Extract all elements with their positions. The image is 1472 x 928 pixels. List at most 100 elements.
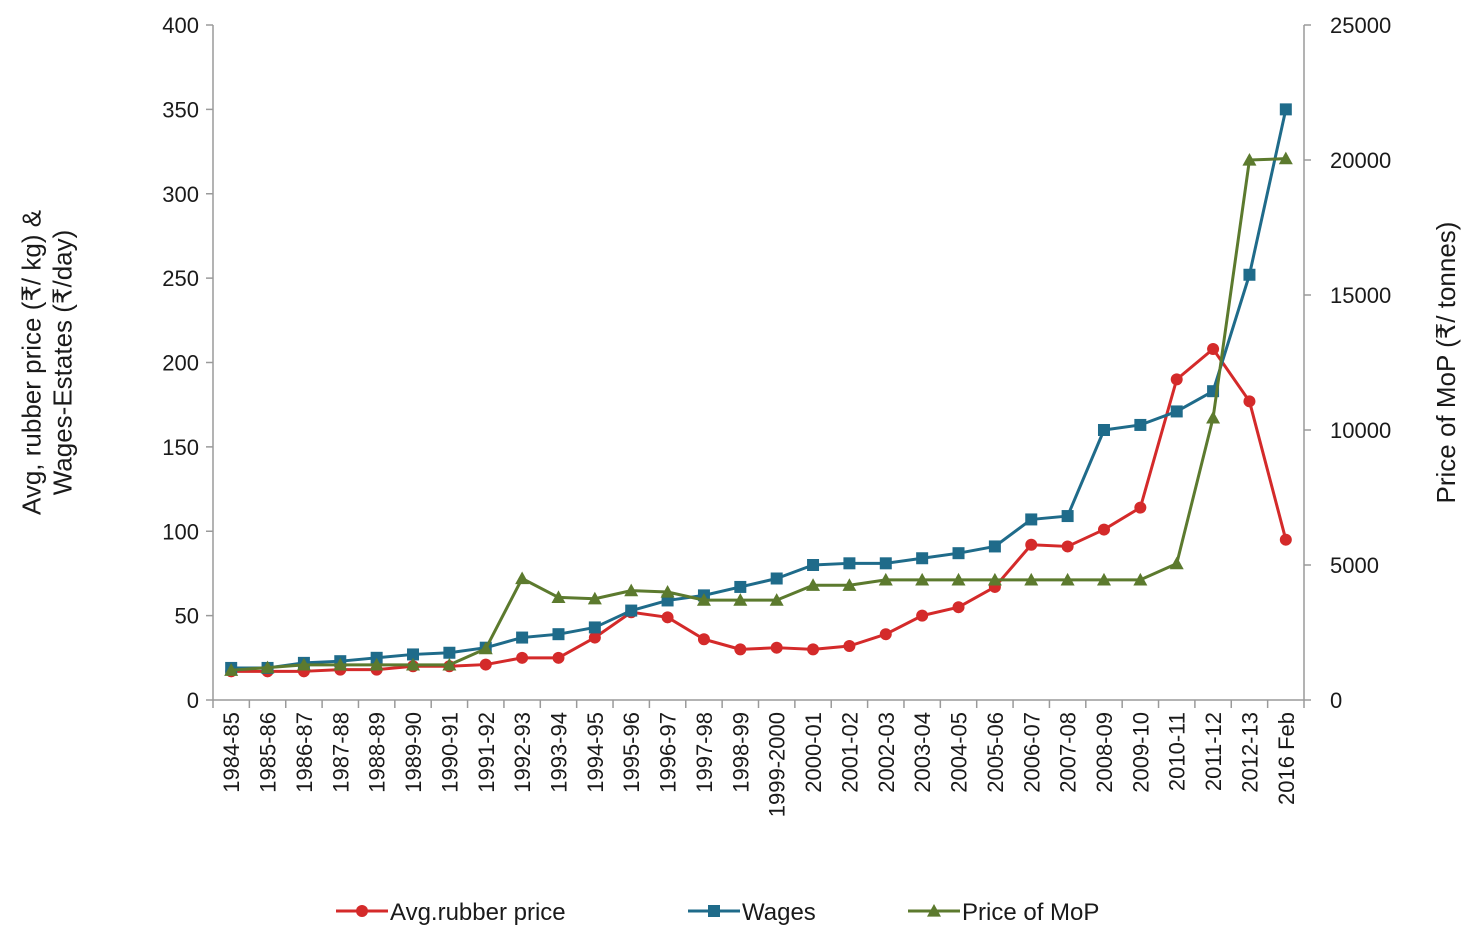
legend-item: Avg.rubber price xyxy=(336,899,566,926)
y-right-tick-label: 25000 xyxy=(1330,13,1391,38)
y-left-tick-label: 250 xyxy=(162,266,199,291)
x-tick-label: 2004-05 xyxy=(947,712,972,793)
data-point xyxy=(1279,103,1292,116)
data-point xyxy=(625,604,638,617)
data-point xyxy=(770,572,783,585)
x-tick-label: 1999-2000 xyxy=(765,712,790,817)
data-point xyxy=(1169,556,1184,570)
y-left-tick-label: 150 xyxy=(162,435,199,460)
data-point xyxy=(696,593,711,606)
x-tick-label: 2000-01 xyxy=(801,712,826,793)
x-tick-label: 2002-03 xyxy=(874,712,899,793)
data-point xyxy=(1096,572,1111,586)
labels-layer: 0 50 100 150 200 250 300 350 400 0 5000 10000 15000 2… xyxy=(16,13,1461,817)
y-left-axis-title: Avg, rubber price (₹/ kg) &Wages-Estates… xyxy=(16,210,77,515)
data-point xyxy=(878,572,893,586)
x-tick-label: 1988-89 xyxy=(365,712,390,793)
data-point xyxy=(1060,572,1075,586)
x-tick-label: 1987-88 xyxy=(328,712,353,793)
data-point xyxy=(224,663,239,676)
x-tick-label: 1998-99 xyxy=(728,712,753,793)
y-right-tick-label: 20000 xyxy=(1330,148,1391,173)
data-point xyxy=(443,646,456,659)
data-point xyxy=(1134,501,1147,514)
data-point xyxy=(697,633,710,646)
series-layer xyxy=(224,103,1293,678)
x-tick-label: 2009-10 xyxy=(1128,712,1153,793)
x-tick-label: 1985-86 xyxy=(256,712,281,793)
data-point xyxy=(1025,513,1038,526)
data-point xyxy=(952,601,965,614)
data-point xyxy=(1170,405,1183,418)
data-point xyxy=(734,643,747,656)
x-tick-label: 1995-96 xyxy=(619,712,644,793)
data-point xyxy=(587,591,602,605)
data-point xyxy=(1061,510,1074,523)
data-point xyxy=(1243,268,1256,281)
x-tick-label: 2007-08 xyxy=(1056,712,1081,793)
data-point xyxy=(1243,395,1256,408)
data-point xyxy=(1206,410,1221,424)
y-left-tick-label: 300 xyxy=(162,182,199,207)
data-point xyxy=(770,641,783,654)
x-tick-label: 1992-93 xyxy=(510,712,535,793)
x-tick-label: 2016 Feb xyxy=(1274,712,1299,805)
data-point xyxy=(624,583,639,597)
data-point xyxy=(551,590,566,603)
y-left-tick-label: 50 xyxy=(175,604,199,629)
data-point xyxy=(1134,418,1147,431)
data-point xyxy=(552,628,565,641)
data-point xyxy=(769,593,784,606)
data-point xyxy=(1097,424,1110,436)
y-left-tick-label: 400 xyxy=(162,13,199,38)
data-point xyxy=(916,609,929,622)
y-right-tick-label: 0 xyxy=(1330,688,1342,713)
data-point xyxy=(842,578,857,591)
data-point xyxy=(879,628,892,641)
data-point xyxy=(843,640,856,652)
x-tick-label: 1990-91 xyxy=(437,712,462,793)
data-point xyxy=(952,547,965,560)
x-tick-label: 2001-02 xyxy=(837,712,862,793)
data-point xyxy=(588,621,601,634)
legend: Avg.rubber price Wages Price of MoP xyxy=(336,899,1099,926)
data-point xyxy=(879,557,892,570)
data-point xyxy=(1097,523,1110,536)
data-point xyxy=(296,657,311,671)
x-tick-label: 2010-11 xyxy=(1165,712,1190,791)
data-point xyxy=(479,658,492,671)
legend-label: Avg.rubber price xyxy=(390,899,566,926)
data-point xyxy=(552,651,565,664)
data-point xyxy=(915,572,930,586)
x-tick-label: 1984-85 xyxy=(219,712,244,793)
x-tick-label: 2012-13 xyxy=(1237,712,1262,793)
x-tick-label: 1996-97 xyxy=(656,712,681,793)
legend-marker xyxy=(927,904,941,917)
data-point xyxy=(843,557,856,570)
series-line xyxy=(231,109,1288,670)
legend-marker xyxy=(708,905,720,917)
x-tick-label: 2005-06 xyxy=(983,712,1008,793)
legend-label: Wages xyxy=(742,899,816,926)
data-point xyxy=(733,593,748,606)
data-point xyxy=(333,657,348,671)
data-point xyxy=(1170,373,1183,386)
x-tick-label: 1989-90 xyxy=(401,712,426,793)
data-point xyxy=(516,651,529,664)
data-point xyxy=(1242,153,1257,166)
y-right-tick-label: 15000 xyxy=(1330,283,1391,308)
data-point xyxy=(1025,538,1038,551)
series-line xyxy=(231,347,1288,673)
legend-label: Price of MoP xyxy=(962,899,1099,926)
x-tick-label: 1997-98 xyxy=(692,712,717,793)
y-left-tick-label: 350 xyxy=(162,97,199,122)
series-wages xyxy=(225,103,1292,674)
axes xyxy=(206,24,1311,708)
data-point xyxy=(988,540,1001,553)
x-tick-label: 1994-95 xyxy=(583,712,608,793)
series-avg-rubber-price xyxy=(225,343,1292,678)
legend-item: Price of MoP xyxy=(908,899,1099,926)
data-point xyxy=(1024,572,1039,586)
y-left-tick-label: 100 xyxy=(162,519,199,544)
data-point xyxy=(407,648,420,661)
